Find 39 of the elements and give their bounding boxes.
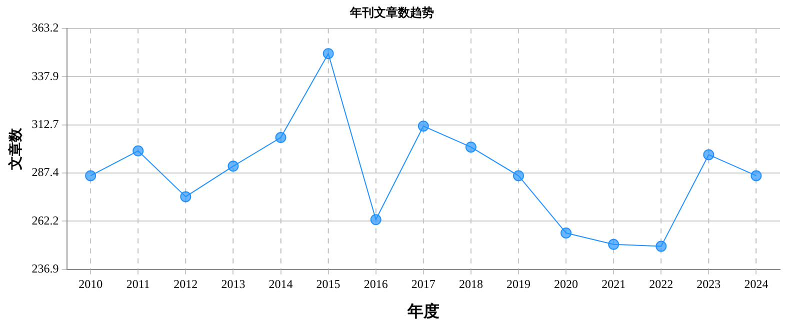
x-tick-label: 2018 (458, 276, 483, 291)
x-tick-label: 2014 (268, 276, 293, 291)
x-tick-label: 2021 (602, 276, 626, 291)
point (703, 149, 714, 160)
point (656, 240, 667, 252)
x-tick-label: 2012 (174, 276, 198, 291)
x-tick-label: 2013 (221, 276, 246, 291)
y-tick-label: 236.9 (32, 262, 59, 276)
y-axis-title: 文章数 (7, 126, 24, 171)
y-tick-label: 287.4 (32, 165, 59, 180)
y-tick-label: 312.7 (32, 116, 59, 131)
point (228, 160, 239, 172)
point (465, 142, 476, 153)
point (322, 48, 334, 60)
x-tick-label: 2011 (126, 276, 150, 291)
x-tick-label: 2019 (506, 276, 530, 291)
point (750, 170, 762, 182)
x-tick-label: 2010 (78, 276, 103, 291)
x-tick-label: 2024 (744, 276, 768, 291)
point (560, 227, 572, 238)
x-tick-label: 2020 (554, 276, 578, 291)
point (180, 191, 192, 202)
y-tick-label: 363.2 (32, 20, 59, 35)
x-axis-title: 年度 (406, 302, 440, 321)
x-tick-label: 2017 (411, 276, 436, 291)
y-tick-label: 337.9 (32, 68, 59, 83)
x-tick-label: 2016 (364, 276, 388, 291)
point (85, 170, 96, 182)
point (275, 132, 286, 144)
point (512, 170, 524, 182)
chart-title: 年刊文章数趋势 (349, 5, 434, 20)
point (608, 238, 620, 250)
x-tick-label: 2023 (696, 276, 721, 291)
point (418, 120, 429, 132)
point (370, 214, 382, 226)
x-tick-label: 2022 (649, 276, 674, 291)
point (132, 145, 144, 156)
y-tick-label: 262.2 (32, 213, 59, 228)
x-tick-label: 2015 (316, 276, 340, 291)
